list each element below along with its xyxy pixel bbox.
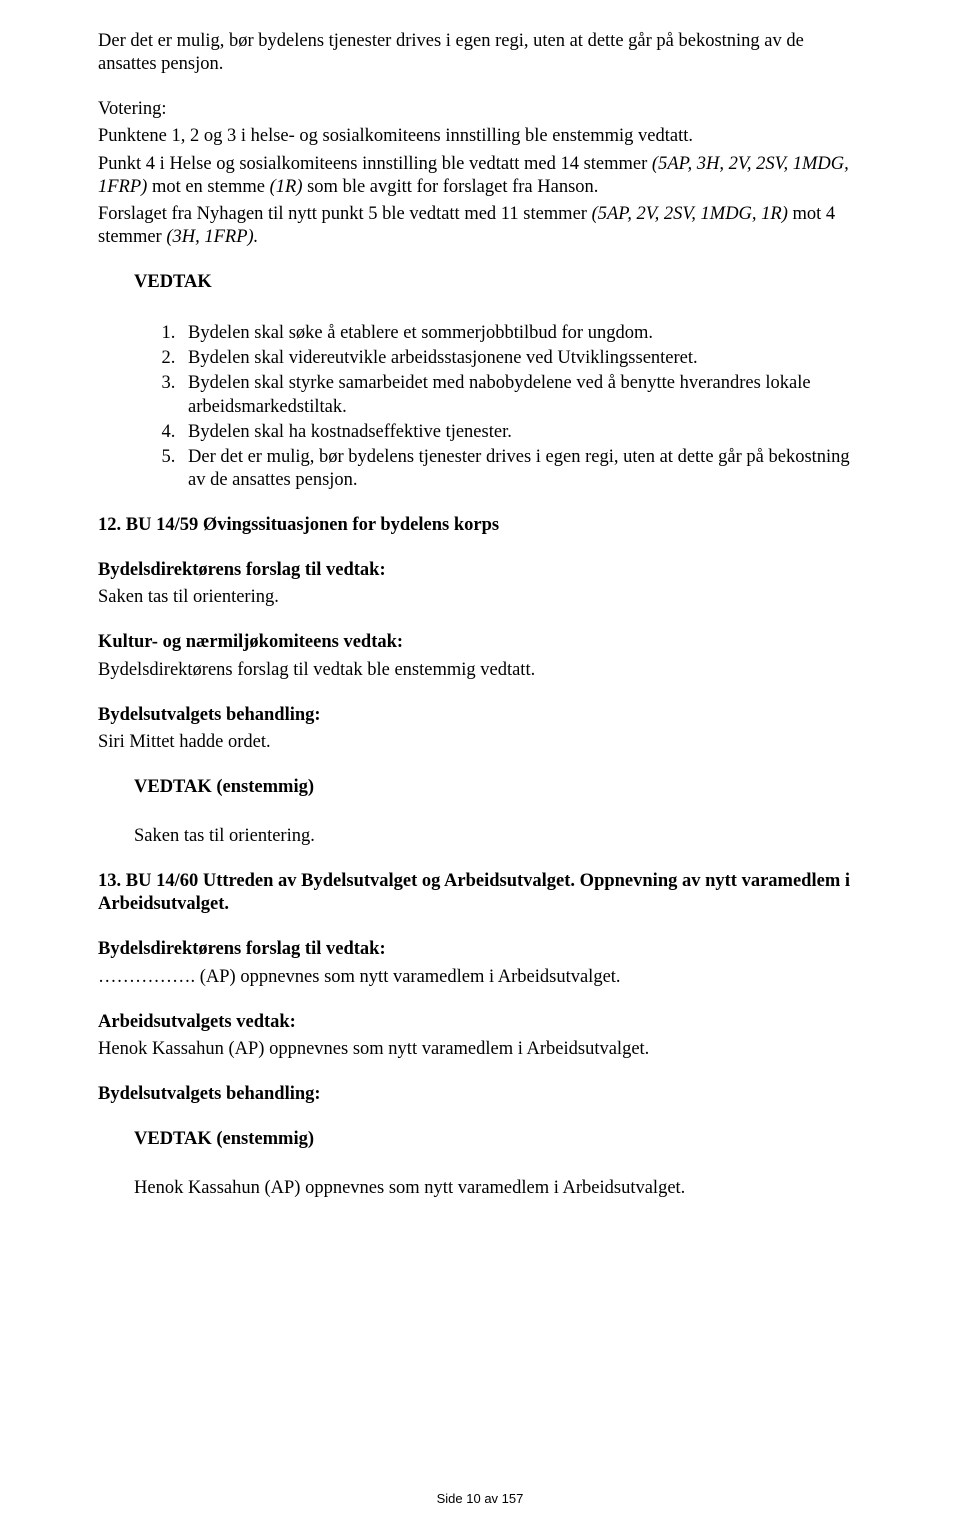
votering-block: Votering: Punktene 1, 2 og 3 i helse- og…	[98, 98, 862, 249]
votering-title: Votering:	[98, 98, 862, 121]
list-item: Der det er mulig, bør bydelens tjenester…	[180, 446, 862, 492]
s13-directors-proposal: Bydelsdirektørens forslag til vedtak: ………	[98, 938, 862, 988]
votering-line-3: Forslaget fra Nyhagen til nytt punkt 5 b…	[98, 203, 862, 249]
votering-line-1: Punktene 1, 2 og 3 i helse- og sosialkom…	[98, 125, 862, 148]
text: mot en stemme	[152, 177, 270, 197]
list-item: Bydelen skal videreutvikle arbeidsstasjo…	[180, 347, 862, 370]
s12-committee-decision: Kultur- og nærmiljøkomiteens vedtak: Byd…	[98, 631, 862, 681]
text: Henok Kassahun (AP) oppnevnes som nytt v…	[134, 1177, 862, 1200]
heading: Arbeidsutvalgets vedtak:	[98, 1011, 862, 1034]
document-page: Der det er mulig, bør bydelens tjenester…	[0, 0, 960, 1535]
s13-working-committee-decision: Arbeidsutvalgets vedtak: Henok Kassahun …	[98, 1011, 862, 1061]
list-item: Bydelen skal styrke samarbeidet med nabo…	[180, 372, 862, 418]
text: Siri Mittet hadde ordet.	[98, 731, 862, 754]
votering-line-2: Punkt 4 i Helse og sosialkomiteens innst…	[98, 153, 862, 199]
page-footer: Side 10 av 157	[0, 1491, 960, 1507]
vedtak-block-1: VEDTAK Bydelen skal søke å etablere et s…	[98, 271, 862, 492]
text: Henok Kassahun (AP) oppnevnes som nytt v…	[98, 1038, 862, 1061]
spacer	[134, 1155, 862, 1177]
intro-paragraph: Der det er mulig, bør bydelens tjenester…	[98, 30, 862, 76]
section-12-title: 12. BU 14/59 Øvingssituasjonen for bydel…	[98, 514, 862, 537]
s13-vedtak: VEDTAK (enstemmig) Henok Kassahun (AP) o…	[98, 1128, 862, 1200]
votes-italic: (1R)	[270, 177, 308, 197]
heading: Bydelsutvalgets behandling:	[98, 704, 862, 727]
vedtak-heading: VEDTAK (enstemmig)	[134, 1128, 862, 1151]
vedtak-list: Bydelen skal søke å etablere et sommerjo…	[134, 322, 862, 492]
list-item: Bydelen skal ha kostnadseffektive tjenes…	[180, 421, 862, 444]
text: Saken tas til orientering.	[98, 586, 862, 609]
text: Bydelsdirektørens forslag til vedtak ble…	[98, 659, 862, 682]
heading: Bydelsdirektørens forslag til vedtak:	[98, 559, 862, 582]
s12-vedtak: VEDTAK (enstemmig) Saken tas til oriente…	[98, 776, 862, 848]
list-item: Bydelen skal søke å etablere et sommerjo…	[180, 322, 862, 345]
text: Forslaget fra Nyhagen til nytt punkt 5 b…	[98, 204, 592, 224]
s12-council-processing: Bydelsutvalgets behandling: Siri Mittet …	[98, 704, 862, 754]
vedtak-heading: VEDTAK (enstemmig)	[134, 776, 862, 799]
heading: Bydelsdirektørens forslag til vedtak:	[98, 938, 862, 961]
text: Punkt 4 i Helse og sosialkomiteens innst…	[98, 154, 652, 174]
spacer	[134, 803, 862, 825]
votes-italic: (3H, 1FRP).	[166, 227, 258, 247]
votes-italic: (5AP, 2V, 2SV, 1MDG, 1R)	[592, 204, 793, 224]
section-13-title: 13. BU 14/60 Uttreden av Bydelsutvalget …	[98, 870, 862, 916]
text: Saken tas til orientering.	[134, 825, 862, 848]
vedtak-title: VEDTAK	[134, 271, 862, 294]
heading: Bydelsutvalgets behandling:	[98, 1083, 862, 1106]
s12-directors-proposal: Bydelsdirektørens forslag til vedtak: Sa…	[98, 559, 862, 609]
heading: Kultur- og nærmiljøkomiteens vedtak:	[98, 631, 862, 654]
text: ……………. (AP) oppnevnes som nytt varamedle…	[98, 966, 862, 989]
text: som ble avgitt for forslaget fra Hanson.	[307, 177, 598, 197]
s13-council-processing: Bydelsutvalgets behandling:	[98, 1083, 862, 1106]
text: Der det er mulig, bør bydelens tjenester…	[98, 30, 862, 76]
spacer	[134, 298, 862, 320]
